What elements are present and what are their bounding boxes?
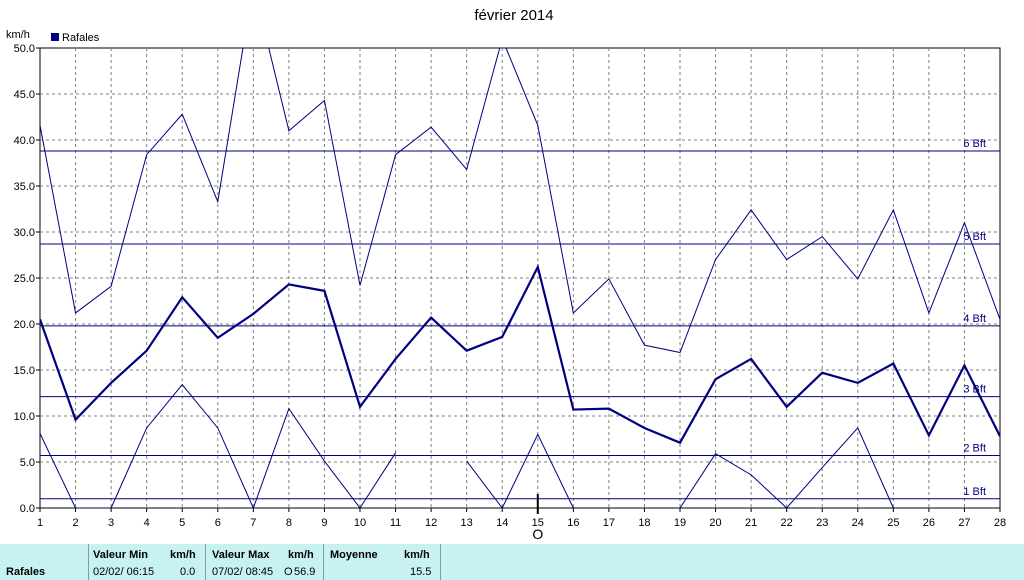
x-tick-label: 13 [461, 517, 473, 529]
y-tick-label: 10.0 [14, 411, 35, 423]
min-unit: km/h [170, 549, 196, 561]
x-tick-label: 1 [37, 517, 43, 529]
max-unit: km/h [288, 549, 314, 561]
x-tick-label: 11 [390, 517, 401, 529]
y-tick-label: 35.0 [14, 181, 35, 193]
legend-swatch [51, 33, 59, 41]
min-value: 0.0 [180, 566, 196, 578]
max-value: 56.9 [294, 566, 316, 578]
y-tick-label: 45.0 [14, 89, 35, 101]
x-tick-label: 21 [745, 517, 757, 529]
stats-separator [323, 544, 324, 580]
x-tick-label: 15 [532, 517, 544, 529]
x-tick-label: 3 [108, 517, 114, 529]
legend-label: Rafales [62, 32, 100, 44]
x-tick-label: 7 [250, 517, 256, 529]
beaufort-label: 1 Bft [963, 486, 986, 498]
min-header: Valeur Min [93, 549, 149, 561]
x-tick-label: 8 [286, 517, 292, 529]
max-header: Valeur Max [212, 549, 270, 561]
x-tick-label: 19 [674, 517, 686, 529]
axis-ticks: 0.0 5.0 10.0 15.0 20.0 25.0 30.0 35.0 40.0 45.0 50… [14, 43, 1007, 529]
y-tick-label: 15.0 [14, 365, 35, 377]
y-tick-label: 40.0 [14, 135, 35, 147]
x-tick-label: 5 [179, 517, 185, 529]
marker-label: O [532, 526, 543, 542]
x-tick-label: 9 [321, 517, 327, 529]
series-max-line [40, 48, 1000, 354]
mean-unit: km/h [404, 549, 430, 561]
mean-value: 15.5 [410, 566, 432, 578]
stats-separator [88, 544, 89, 580]
stats-separator [440, 544, 441, 580]
stats-separator [205, 544, 206, 580]
stats-row-label: Rafales [6, 566, 46, 578]
beaufort-label: 4 Bft [963, 313, 986, 325]
x-tick-label: 16 [567, 517, 579, 529]
y-axis-unit: km/h [6, 29, 30, 41]
x-tick-label: 12 [425, 517, 437, 529]
stats-panel: Rafales Valeur Min km/h 02/02/ 06:15 0.0… [0, 544, 1024, 580]
beaufort-lines: 1 Bft 2 Bft 3 Bft 4 Bft 5 Bft 6 Bft [40, 138, 1000, 500]
series-min-line [466, 433, 574, 508]
x-tick-label: 17 [603, 517, 615, 529]
chart-title: février 2014 [474, 7, 553, 24]
x-tick-label: 10 [354, 517, 366, 529]
mean-header: Moyenne [330, 549, 378, 561]
y-tick-label: 30.0 [14, 227, 35, 239]
beaufort-label: 2 Bft [963, 443, 986, 455]
beaufort-label: 3 Bft [963, 384, 986, 396]
max-direction: O [284, 566, 293, 578]
min-time: 02/02/ 06:15 [93, 566, 155, 578]
x-tick-label: 28 [994, 517, 1006, 529]
series-lines [40, 48, 1000, 508]
x-tick-label: 2 [72, 517, 78, 529]
beaufort-label: 5 Bft [963, 231, 986, 243]
series-min-line [679, 427, 894, 508]
x-tick-label: 25 [887, 517, 899, 529]
x-tick-label: 24 [852, 517, 864, 529]
chart: février 2014 km/h Rafales 1 Bft 2 Bft 3 Bf… [6, 7, 1007, 542]
x-tick-label: 20 [709, 517, 721, 529]
x-tick-label: 4 [144, 517, 150, 529]
x-tick-label: 22 [781, 517, 793, 529]
x-tick-label: 18 [638, 517, 650, 529]
y-tick-label: 25.0 [14, 273, 35, 285]
y-tick-label: 20.0 [14, 319, 35, 331]
series-min-line [40, 383, 396, 508]
x-tick-label: 26 [923, 517, 935, 529]
x-tick-label: 6 [215, 517, 221, 529]
beaufort-label: 6 Bft [963, 138, 986, 150]
series-mean-line [40, 263, 1000, 445]
grid [40, 48, 1000, 508]
y-tick-label: 5.0 [20, 457, 35, 469]
y-tick-label: 50.0 [14, 43, 35, 55]
x-tick-label: 23 [816, 517, 828, 529]
max-time: 07/02/ 08:45 [212, 566, 274, 578]
y-tick-label: 0.0 [20, 503, 35, 515]
x-tick-label: 27 [958, 517, 970, 529]
direction-marker: O [532, 494, 543, 542]
x-tick-label: 14 [496, 517, 508, 529]
